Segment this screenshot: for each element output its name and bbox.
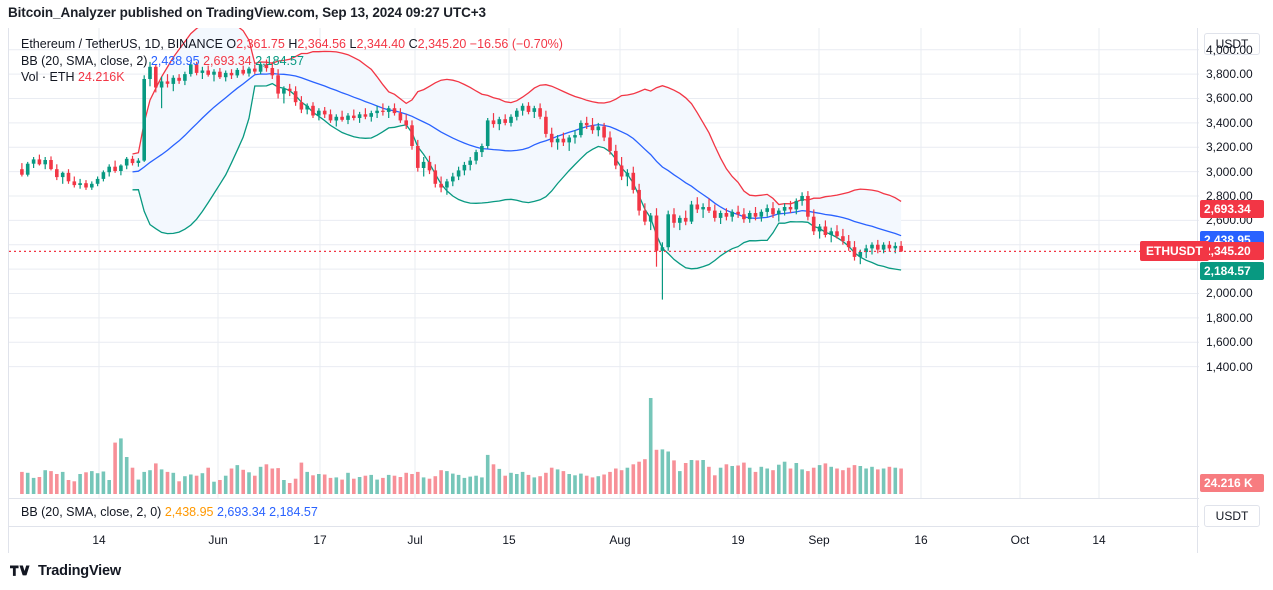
- time-axis[interactable]: 14 Jun 17 Jul 15 Aug 19 Sep 16 Oct 14: [9, 526, 1199, 554]
- price-axis-label: 2,800.00: [1206, 188, 1253, 203]
- bottom-indicator-pane: BB (20, SMA, close, 2, 0) 2,438.95 2,693…: [9, 498, 1199, 527]
- time-axis-label: 17: [313, 533, 327, 547]
- price-axis-label: 1,800.00: [1206, 310, 1253, 325]
- time-axis-label: Sep: [808, 533, 830, 547]
- time-axis-label: Aug: [609, 533, 631, 547]
- price-axis-label: 3,400.00: [1206, 115, 1253, 130]
- price-axis-label: 3,000.00: [1206, 164, 1253, 179]
- legend-bb-bottom-lower: 2,184.57: [269, 505, 318, 519]
- legend-bb-bottom-row: BB (20, SMA, close, 2, 0) 2,438.95 2,693…: [21, 505, 318, 519]
- candlestick-chart-canvas: [9, 28, 1199, 498]
- currency-unit-bottom[interactable]: USDT: [1204, 505, 1260, 527]
- price-axis-label: 3,800.00: [1206, 67, 1253, 82]
- time-axis-label: 14: [92, 533, 106, 547]
- legend-bb-bottom-basis: 2,438.95: [164, 505, 214, 519]
- publish-header: Bitcoin_Analyzer published on TradingVie…: [8, 5, 486, 20]
- symbol-price-tag: ETHUSDT: [1140, 241, 1209, 262]
- volume-bars: [20, 398, 903, 494]
- currency-unit-top[interactable]: USDT: [1204, 33, 1260, 55]
- tradingview-footer: TradingView: [10, 563, 121, 579]
- bb-upper-badge: 2,693.34: [1200, 199, 1264, 218]
- price-axis-label: 2,000.00: [1206, 286, 1253, 301]
- bb-lower-badge: 2,184.57: [1200, 261, 1264, 280]
- legend-bb-bottom-title[interactable]: BB (20, SMA, close, 2, 0): [21, 505, 162, 519]
- time-axis-label: Oct: [1010, 533, 1030, 547]
- price-axis-label: 3,200.00: [1206, 140, 1253, 155]
- volume-value-badge: 24.216 K: [1200, 474, 1264, 492]
- time-axis-label: 19: [731, 533, 745, 547]
- time-axis-label: Jul: [407, 533, 423, 547]
- chart-frame: Ethereum / TetherUS, 1D, BINANCE O2,361.…: [8, 28, 1265, 553]
- bb-fill: [132, 28, 902, 270]
- price-axis-label: 1,600.00: [1206, 335, 1253, 350]
- tradingview-logo-icon: [10, 565, 30, 576]
- time-axis-label: Jun: [208, 533, 228, 547]
- price-axis-label: 1,400.00: [1206, 359, 1253, 374]
- price-axis-label: 4,000.00: [1206, 42, 1253, 57]
- bb-lower-line: [132, 82, 902, 271]
- last-price-badge: 2,345.20: [1200, 242, 1264, 261]
- main-price-pane[interactable]: [9, 28, 1199, 498]
- time-axis-label: 15: [502, 533, 516, 547]
- candles: [20, 59, 903, 300]
- legend-bb-bottom-upper: 2,693.34: [216, 505, 266, 519]
- tradingview-brand: TradingView: [38, 563, 121, 579]
- price-axis-label: 3,600.00: [1206, 91, 1253, 106]
- time-axis-label: 14: [1092, 533, 1106, 547]
- time-axis-label: 16: [914, 533, 928, 547]
- price-scale[interactable]: USDT USDT 4,000.00 3,800.00 3,600.00 3,400.00…: [1197, 28, 1265, 553]
